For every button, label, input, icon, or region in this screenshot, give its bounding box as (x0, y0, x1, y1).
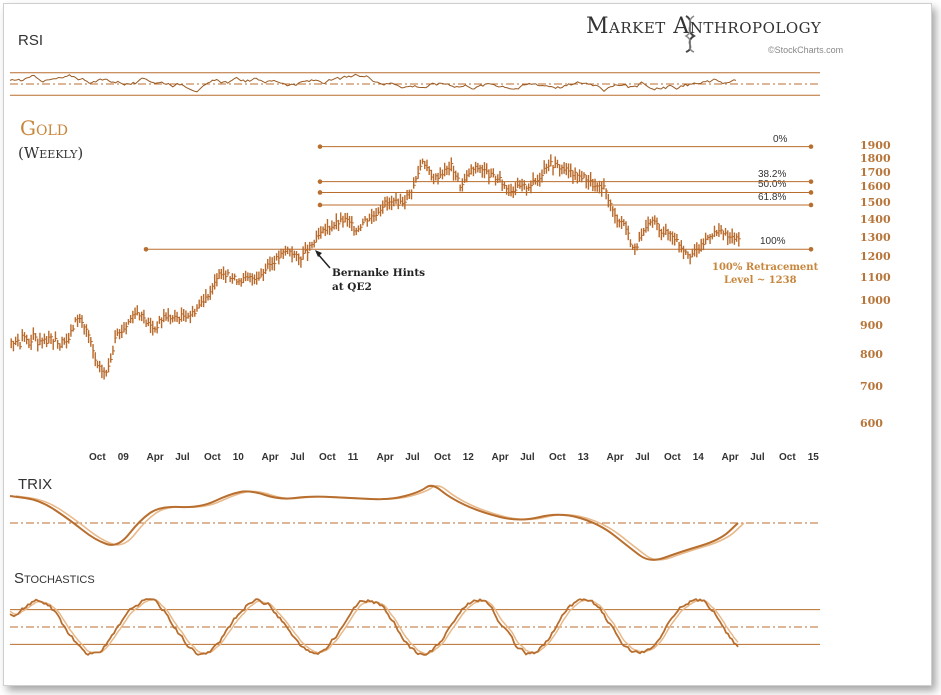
chart-frame (3, 3, 932, 686)
stoch-line (9, 598, 739, 656)
annotation-qe2: Bernanke Hints at QE2 (332, 266, 425, 294)
y-tick-label: 1800 (860, 152, 891, 166)
fib-endpoint (808, 144, 814, 149)
x-tick-label: Jul (750, 452, 765, 463)
fib-endpoint (808, 247, 814, 252)
fib-endpoint (317, 179, 323, 184)
x-tick-label: Apr (376, 452, 394, 463)
x-tick-label: Oct (779, 452, 796, 463)
annotation-qe2-line-2: at QE2 (332, 281, 372, 293)
x-tick-label: Oct (89, 452, 106, 463)
annotation-retracement-line-1: 100% Retracement (712, 262, 819, 273)
y-tick-label: 1400 (860, 212, 891, 226)
y-tick-label: 700 (860, 379, 883, 393)
y-tick-label: 1900 (860, 139, 891, 152)
x-tick-label: Apr (146, 452, 164, 463)
fib-endpoint (143, 247, 149, 252)
y-tick-label: 600 (860, 417, 883, 430)
fib-label: 0% (773, 133, 788, 145)
x-tick-label: Jul (405, 452, 420, 463)
x-tick-label: Apr (721, 452, 739, 463)
price-panel (10, 144, 814, 380)
x-tick-label: 10 (232, 452, 244, 463)
x-tick-label: Jul (635, 452, 650, 463)
annotation-arrow (315, 250, 331, 269)
y-tick-label: 1300 (860, 230, 891, 244)
x-tick-label: 13 (577, 452, 589, 463)
y-tick-label: 1000 (860, 293, 891, 307)
x-tick-label: Oct (434, 452, 451, 463)
y-tick-label: 1600 (860, 180, 891, 194)
fib-endpoint (317, 202, 323, 208)
fib-endpoint (317, 190, 323, 195)
y-tick-label: 1500 (860, 196, 891, 209)
brand-title: Market Anthropology (586, 14, 822, 39)
annotation-qe2-line-1: Bernanke Hints (332, 267, 426, 279)
rsi-line (9, 73, 737, 93)
stockcharts-credit: ©StockCharts.com (768, 45, 844, 55)
x-tick-label: 14 (692, 452, 704, 463)
fib-endpoint (808, 190, 814, 195)
y-tick-label: 800 (860, 347, 883, 361)
x-tick-label: 11 (347, 452, 359, 463)
fib-label: 61.8% (758, 191, 787, 203)
x-tick-label: Jul (175, 452, 190, 463)
x-tick-label: Oct (664, 452, 681, 463)
fib-label: 50.0% (758, 179, 787, 191)
fib-endpoint (808, 179, 814, 184)
rsi-label: RSI (18, 32, 44, 49)
fib-label: 38.2% (758, 168, 787, 180)
fib-label: 100% (760, 236, 786, 248)
trix-panel (9, 484, 820, 561)
x-tick-label: Jul (290, 452, 305, 463)
annotation-retracement: 100% Retracement Level ~ 1238 (712, 261, 818, 287)
x-tick-label: 15 (807, 452, 819, 463)
x-tick-label: Apr (261, 452, 279, 463)
y-tick-label: 1100 (860, 270, 891, 284)
fib-endpoint (808, 202, 814, 208)
stochastics-panel (9, 598, 820, 656)
x-tick-label: 12 (462, 452, 474, 463)
x-tick-label: Oct (319, 452, 336, 463)
x-tick-label: Jul (520, 452, 535, 463)
x-tick-label: Oct (204, 452, 221, 463)
trix-line (9, 484, 739, 561)
dna-helix-icon (684, 15, 696, 53)
x-tick-label: Oct (549, 452, 566, 463)
y-tick-label: 1200 (860, 249, 891, 263)
y-tick-label: 1700 (860, 165, 891, 179)
x-tick-label: Apr (606, 452, 624, 463)
stochastics-label: Stochastics (14, 570, 95, 587)
x-tick-label: Apr (491, 452, 509, 463)
chart-title: Gold (20, 116, 68, 140)
fib-endpoint (317, 144, 323, 149)
y-tick-label: 900 (860, 319, 883, 333)
x-tick-label: 09 (117, 452, 129, 463)
rsi-panel (9, 72, 820, 96)
chart-subtitle: (Weekly) (18, 144, 84, 162)
annotation-retracement-line-2: Level ~ 1238 (724, 275, 797, 286)
trix-label: TRIX (18, 476, 53, 493)
